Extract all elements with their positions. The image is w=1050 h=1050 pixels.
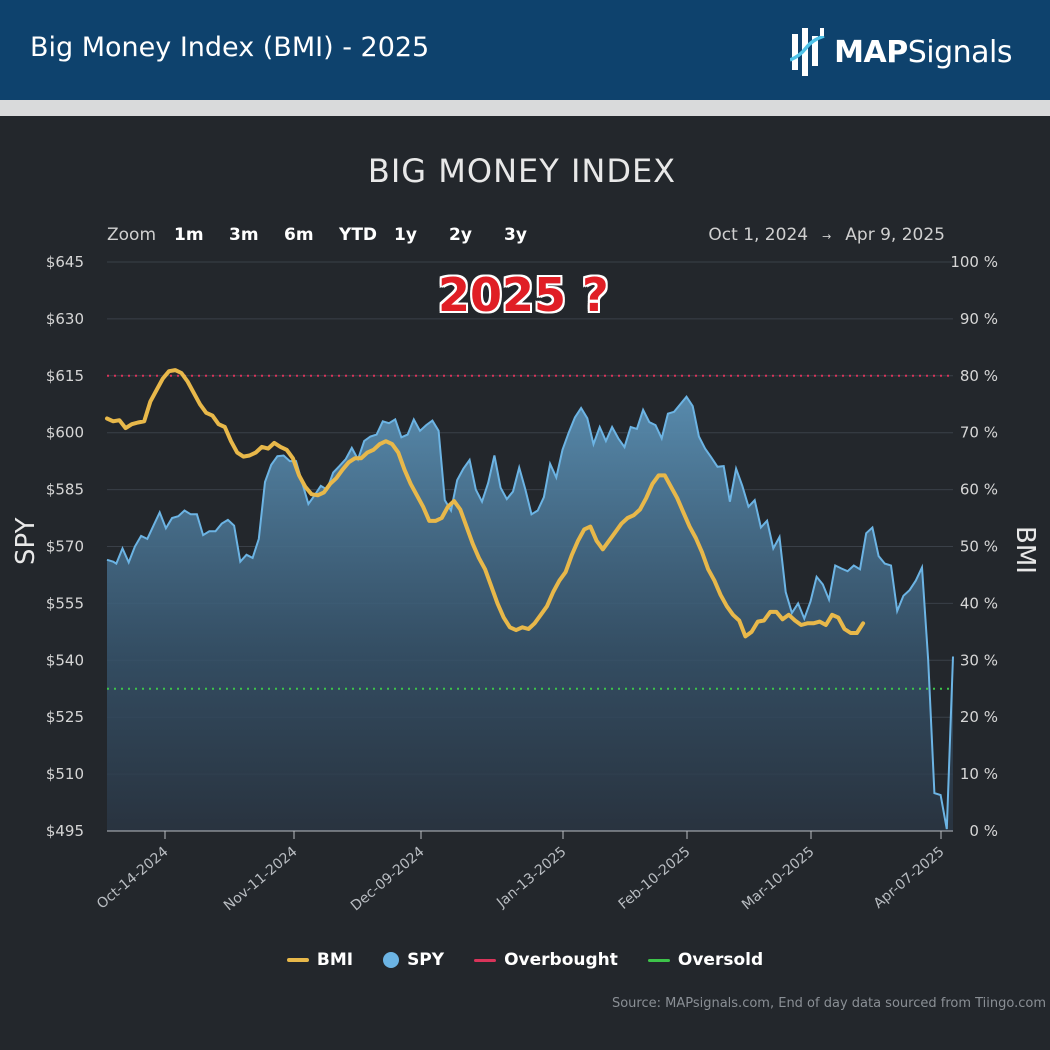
x-tick-label: Mar-10-2025 <box>739 844 818 914</box>
spy-series-line <box>106 395 954 830</box>
legend-overbought-swatch <box>474 958 497 962</box>
zoom-1y-button[interactable]: 1y <box>394 225 417 245</box>
right-tick-label: 60 % <box>960 481 998 499</box>
left-tick-label: $615 <box>46 367 84 385</box>
spy-area-fill <box>107 396 953 831</box>
legend-oversold[interactable]: Oversold <box>647 950 764 970</box>
x-tick-label: Jan-13-2025 <box>493 844 569 912</box>
chart-legend: BMI SPY Overbought Oversold <box>0 950 1050 970</box>
brand-wordmark-rest: Signals <box>907 34 1013 70</box>
left-tick-label: $540 <box>46 651 84 669</box>
right-tick-label: 30 % <box>960 651 998 669</box>
zoom-controls: Zoom 1m 3m 6m YTD 1y 2y 3y <box>107 225 559 245</box>
legend-oversold-swatch <box>647 958 670 962</box>
x-tick-label: Apr-07-2025 <box>871 844 948 912</box>
brand-wordmark-bold: MAP <box>834 34 908 70</box>
left-tick-label: $585 <box>46 481 84 499</box>
right-axis-ticks: 0 % 10 % 20 % 30 % 40 % 50 % 60 % 70 % 80 % 90 % 1… <box>950 253 998 840</box>
legend-overbought-label: Overbought <box>504 950 618 970</box>
zoom-6m-button[interactable]: 6m <box>284 225 314 245</box>
brand-logo: MAPSignals <box>790 26 1013 78</box>
left-tick-label: $495 <box>46 822 84 840</box>
legend-bmi[interactable]: BMI <box>286 950 354 970</box>
x-axis-ticks: Oct-14-2024 Nov-11-2024 Dec-09-2024 Jan-13-… <box>94 831 948 914</box>
right-tick-label: 90 % <box>960 310 998 328</box>
zoom-ytd-button[interactable]: YTD <box>339 225 378 245</box>
x-tick-label: Oct-14-2024 <box>94 844 172 913</box>
left-tick-label: $510 <box>46 765 84 783</box>
zoom-3y-button[interactable]: 3y <box>504 225 527 245</box>
zoom-1m-button[interactable]: 1m <box>174 225 204 245</box>
range-from-input[interactable]: Oct 1, 2024 <box>708 225 809 245</box>
chart-title: BIG MONEY INDEX <box>367 152 677 190</box>
left-axis-ticks: $495 $510 $525 $540 $555 $570 $585 $600 $615 $630… <box>46 253 84 840</box>
date-range-selector: Oct 1, 2024 → Apr 9, 2025 <box>708 225 945 245</box>
zoom-2y-button[interactable]: 2y <box>449 225 472 245</box>
right-tick-label: 70 % <box>960 424 998 442</box>
chart-annotation: 2025 ? <box>438 268 609 322</box>
source-note: Source: MAPsignals.com, End of day data … <box>611 996 1046 1011</box>
range-to-input[interactable]: Apr 9, 2025 <box>845 225 945 245</box>
right-axis-title: BMI <box>1010 526 1040 574</box>
right-tick-label: 10 % <box>960 765 998 783</box>
legend-spy-swatch <box>383 952 400 968</box>
right-tick-label: 0 % <box>969 822 998 840</box>
right-tick-label: 20 % <box>960 708 998 726</box>
left-tick-label: $645 <box>46 253 84 271</box>
right-tick-label: 80 % <box>960 367 998 385</box>
right-tick-label: 40 % <box>960 594 998 612</box>
left-tick-label: $630 <box>46 310 84 328</box>
left-axis-title: SPY <box>11 517 41 566</box>
legend-bmi-swatch <box>286 958 309 962</box>
x-tick-label: Feb-10-2025 <box>616 844 694 913</box>
left-tick-label: $570 <box>46 538 84 556</box>
left-tick-label: $525 <box>46 708 84 726</box>
bmi-series-line <box>105 368 866 639</box>
header-separator <box>0 100 1050 116</box>
legend-bmi-label: BMI <box>316 950 354 970</box>
legend-overbought[interactable]: Overbought <box>474 950 618 970</box>
legend-spy[interactable]: SPY <box>383 950 444 970</box>
header-bar: Big Money Index (BMI) - 2025 MAPSignals <box>0 0 1050 100</box>
right-tick-label: 50 % <box>960 538 998 556</box>
legend-oversold-label: Oversold <box>677 950 764 970</box>
x-tick-label: Dec-09-2024 <box>348 844 428 915</box>
right-tick-label: 100 % <box>950 253 998 271</box>
brand-wordmark: MAPSignals <box>834 35 1012 70</box>
zoom-3m-button[interactable]: 3m <box>229 225 259 245</box>
map-signals-logo-icon <box>790 28 825 76</box>
x-tick-label: Nov-11-2024 <box>221 844 301 914</box>
legend-spy-label: SPY <box>407 950 445 970</box>
left-tick-label: $600 <box>46 424 84 442</box>
page-title: Big Money Index (BMI) - 2025 <box>30 32 430 63</box>
zoom-label: Zoom <box>107 225 157 245</box>
left-tick-label: $555 <box>46 594 84 612</box>
range-arrow-icon: → <box>822 230 832 243</box>
